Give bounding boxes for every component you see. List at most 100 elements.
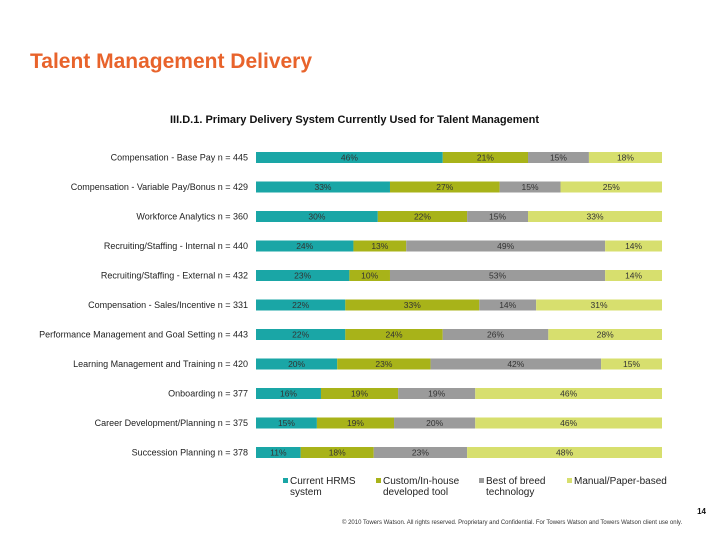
bar-segment (605, 270, 662, 281)
bar-segment (256, 417, 317, 429)
legend-swatch (479, 478, 484, 483)
data-label: 15% (623, 359, 640, 369)
data-label: 22% (292, 330, 309, 340)
data-label: 27% (436, 182, 453, 192)
category-label: Recruiting/Staffing - Internal n = 440 (104, 241, 248, 251)
bar-segment (467, 447, 662, 458)
legend-swatch (376, 478, 381, 483)
legend-label: Current HRMS (290, 476, 356, 487)
bar-segment (320, 388, 399, 399)
data-label: 46% (341, 153, 358, 163)
bar-segment (353, 240, 407, 252)
chart-title: III.D.1. Primary Delivery System Current… (170, 114, 540, 126)
legend-swatch (283, 478, 288, 483)
bar-segment (430, 358, 602, 370)
bar-segment (256, 152, 443, 163)
bar-segment (442, 152, 529, 163)
data-label: 13% (371, 241, 388, 251)
bar-segment (337, 358, 431, 370)
data-label: 11% (270, 448, 287, 458)
bar-segment (316, 417, 395, 429)
category-label: Recruiting/Staffing - External n = 432 (101, 271, 248, 281)
data-label: 28% (597, 330, 614, 340)
legend-swatch (567, 478, 572, 483)
bar-segment (406, 240, 606, 252)
data-label: 10% (361, 271, 378, 281)
bar-segment (548, 329, 662, 340)
category-label: Workforce Analytics n = 360 (136, 212, 248, 222)
legend-label: Best of breed (486, 476, 545, 487)
data-label: 23% (294, 271, 311, 281)
data-label: 21% (477, 153, 494, 163)
data-label: 33% (404, 300, 421, 310)
bar-segment (499, 181, 561, 193)
category-label: Onboarding n = 377 (168, 389, 248, 399)
bar-segment (394, 417, 476, 429)
bar-segment (588, 152, 662, 163)
data-label: 42% (507, 359, 524, 369)
data-label: 49% (497, 241, 514, 251)
bar-segment (256, 240, 354, 252)
page-title: Talent Management Delivery (30, 50, 313, 73)
bar-segment (256, 299, 346, 311)
data-label: 19% (347, 418, 364, 428)
data-label: 18% (329, 448, 346, 458)
category-label: Compensation - Sales/Incentive n = 331 (88, 300, 248, 310)
data-label: 46% (560, 389, 577, 399)
footer-copyright: © 2010 Towers Watson. All rights reserve… (342, 520, 683, 526)
bar-segment (349, 270, 390, 281)
bar-segment (528, 152, 589, 163)
bar-segment (256, 358, 338, 370)
bar-segment (345, 329, 443, 340)
data-label: 26% (487, 330, 504, 340)
data-label: 14% (625, 241, 642, 251)
data-label: 14% (499, 300, 516, 310)
bar-segment (389, 270, 606, 281)
data-label: 23% (412, 448, 429, 458)
bar-segment (389, 181, 500, 193)
bar-segment (467, 211, 529, 222)
data-label: 15% (522, 182, 539, 192)
category-label: Performance Management and Goal Setting … (39, 330, 248, 340)
category-label: Compensation - Variable Pay/Bonus n = 42… (71, 182, 248, 192)
bar-segment (398, 388, 476, 399)
bar-segment (601, 358, 662, 370)
data-label: 46% (560, 418, 577, 428)
data-label: 19% (428, 389, 445, 399)
legend-label: technology (486, 487, 534, 498)
page-number: 14 (697, 507, 706, 516)
data-label: 22% (292, 300, 309, 310)
bar-segment (377, 211, 468, 222)
bar-segment (605, 240, 662, 252)
category-label: Succession Planning n = 378 (132, 448, 248, 458)
bars: 46% 21% 15% 18% 33% 27% 15% 25% 30% 22% 15% 33% 24% 1… (256, 152, 662, 458)
bar-segment (256, 181, 390, 193)
data-label: 23% (375, 359, 392, 369)
legend-label: system (290, 487, 322, 498)
data-label: 31% (591, 300, 608, 310)
data-label: 15% (489, 212, 506, 222)
data-label: 33% (314, 182, 331, 192)
data-label: 19% (351, 389, 368, 399)
data-label: 33% (587, 212, 604, 222)
legend-label: Manual/Paper-based (574, 476, 667, 487)
category-label: Learning Management and Training n = 420 (73, 359, 248, 369)
data-label: 25% (603, 182, 620, 192)
data-label: 20% (288, 359, 305, 369)
category-labels: Compensation - Base Pay n = 445 Compensat… (39, 153, 248, 458)
bar-segment (560, 181, 662, 193)
bar-segment (345, 299, 480, 311)
bar-segment (256, 388, 321, 399)
data-label: 14% (625, 271, 642, 281)
category-label: Compensation - Base Pay n = 445 (111, 153, 248, 163)
data-label: 16% (280, 389, 297, 399)
bar-segment (475, 417, 662, 429)
bar-segment (479, 299, 537, 311)
legend-label: Custom/In-house (383, 476, 460, 487)
data-label: 53% (489, 271, 506, 281)
bar-segment (475, 388, 662, 399)
data-label: 20% (426, 418, 443, 428)
bar-segment (300, 447, 374, 458)
data-label: 15% (278, 418, 295, 428)
